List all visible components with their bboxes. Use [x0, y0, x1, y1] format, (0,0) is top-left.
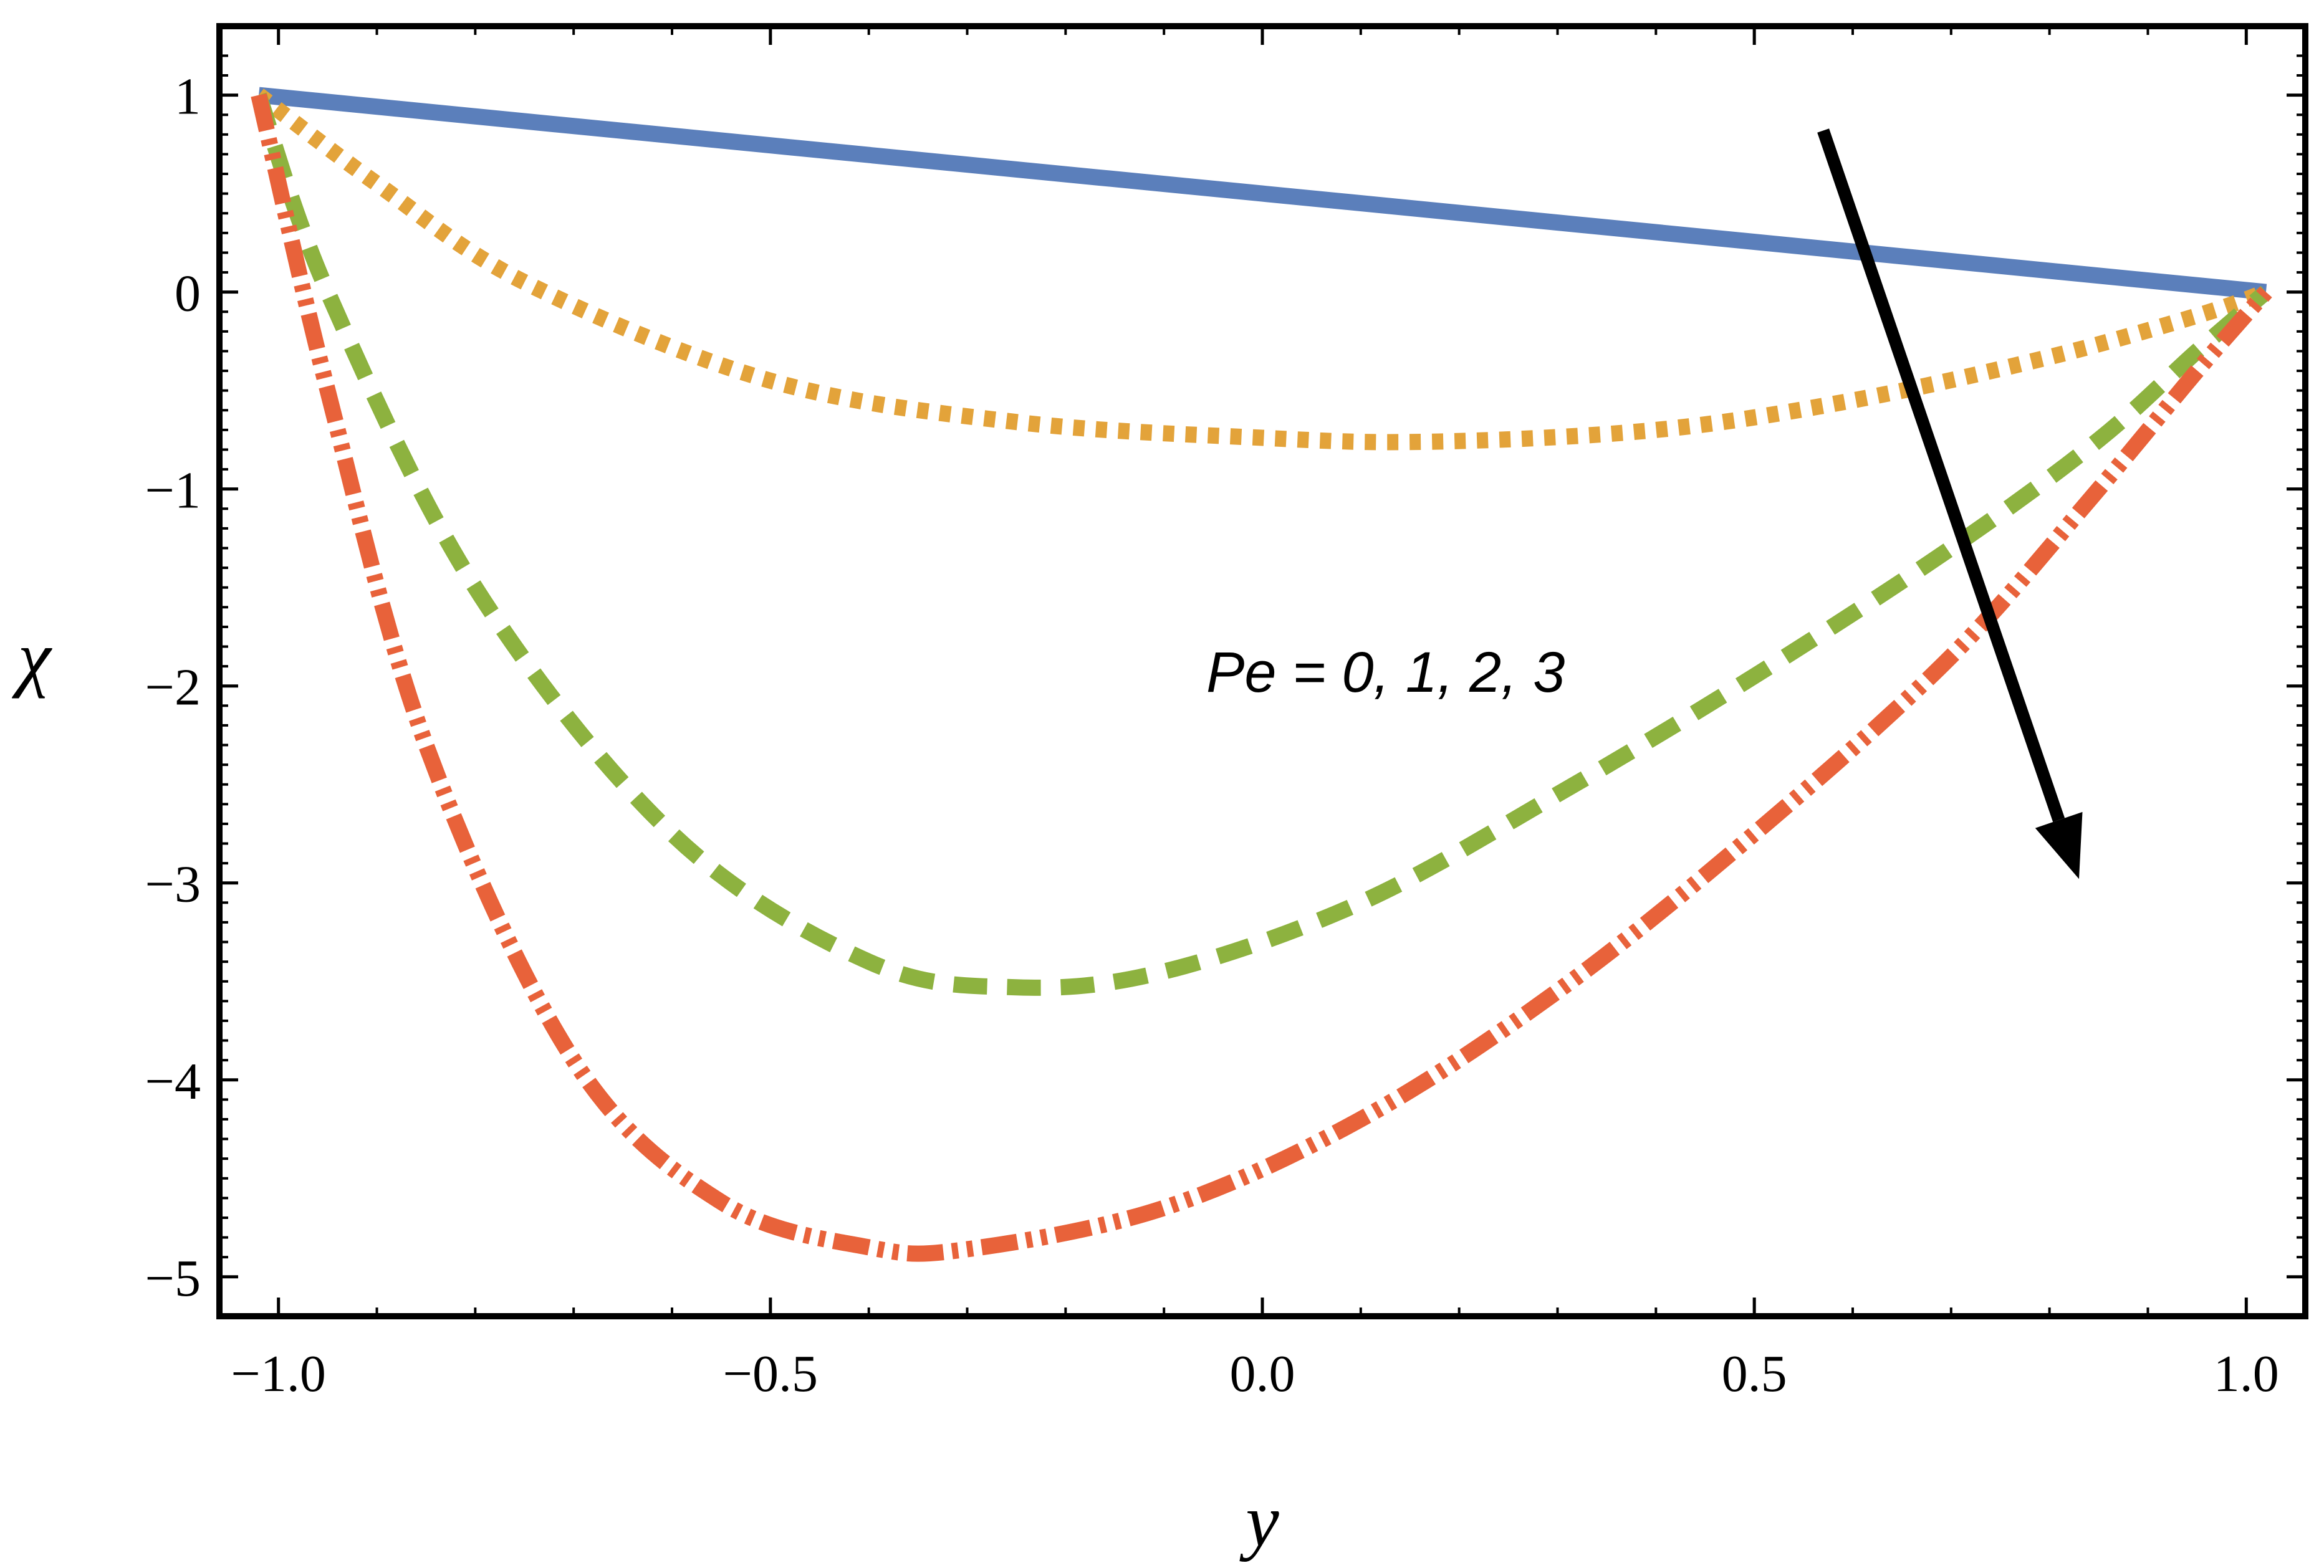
x-tick-label: −0.5: [723, 1345, 818, 1403]
series-line-pe-2: [251, 92, 2272, 996]
y-axis-label: χ: [12, 616, 53, 699]
x-tick-label: 0.0: [1230, 1345, 1295, 1403]
y-tick-label: −4: [145, 1053, 201, 1111]
arrow-head: [2035, 811, 2083, 879]
y-tick-label: 0: [175, 265, 201, 323]
y-tick-label: −1: [145, 462, 201, 520]
x-tick-label: 0.5: [1722, 1345, 1787, 1403]
y-tick-label: 1: [175, 68, 201, 126]
y-tick-label: −3: [145, 856, 201, 914]
series-line-pe-1: [254, 88, 2269, 451]
major-ticks: [219, 26, 2305, 1316]
arrow-shaft: [1817, 128, 2065, 823]
x-tick-label: 1.0: [2214, 1345, 2279, 1403]
pe-annotation: Pe = 0, 1, 2, 3: [1206, 641, 1565, 704]
y-tick-label: −2: [145, 659, 201, 717]
trend-arrow: [1817, 128, 2083, 879]
x-tick-labels: −1.0 −0.5 0.0 0.5 1.0: [231, 1345, 2279, 1403]
y-tick-labels: 1 0 −1 −2 −3 −4 −5: [145, 68, 201, 1307]
series-line-pe-0: [257, 87, 2267, 300]
x-axis-label: y: [1239, 1479, 1279, 1562]
x-tick-label: −1.0: [231, 1345, 326, 1403]
y-tick-label: −5: [145, 1250, 201, 1307]
